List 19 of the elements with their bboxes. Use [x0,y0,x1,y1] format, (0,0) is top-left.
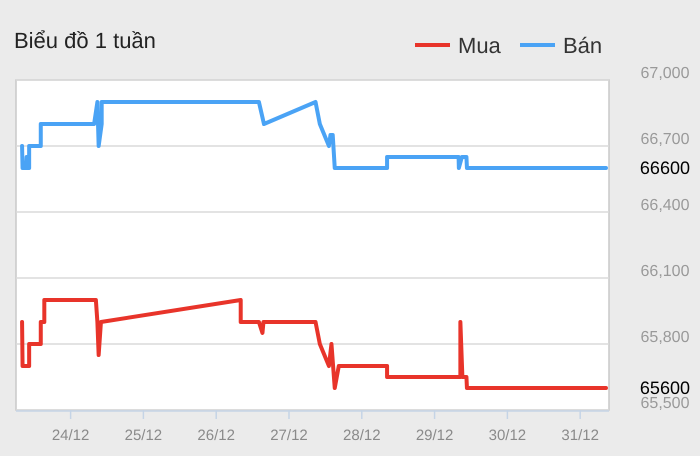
legend-label: Mua [458,33,502,58]
annotation: 66600 [640,158,690,178]
y-tick-label: 66,400 [640,197,690,214]
x-tick-label: 29/12 [416,427,454,444]
x-tick-label: 30/12 [488,427,526,444]
legend-label: Bán [563,33,602,58]
chart-title: Biểu đồ 1 tuần [14,28,156,53]
y-tick-label: 66,100 [640,263,690,280]
x-tick-label: 26/12 [197,427,235,444]
x-tick-label: 28/12 [343,427,381,444]
x-tick-label: 24/12 [52,427,90,444]
x-tick-label: 27/12 [270,427,308,444]
y-tick-label: 65,500 [640,395,690,412]
annotation: 65600 [640,378,690,398]
y-tick-label: 65,800 [640,329,690,346]
x-tick-label: 25/12 [124,427,162,444]
y-tick-label: 67,000 [640,65,690,82]
y-tick-label: 66,700 [640,131,690,148]
x-tick-label: 31/12 [561,427,599,444]
